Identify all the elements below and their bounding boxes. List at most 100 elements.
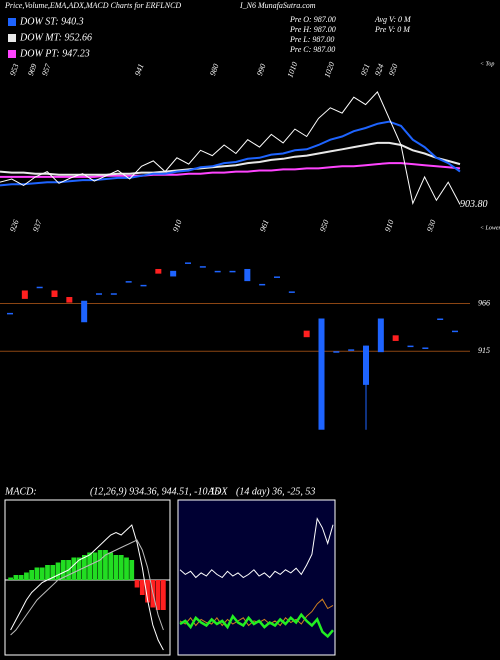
high-label: 990 — [255, 63, 268, 77]
high-label: 953 — [8, 63, 21, 77]
site-name: I_N6 MunafaSutra.com — [239, 1, 316, 10]
high-label: 924 — [373, 63, 386, 77]
high-label: 957 — [40, 62, 53, 77]
histogram-bar — [113, 555, 119, 580]
lower-marker: < Lower — [480, 225, 500, 231]
histogram-bar — [13, 575, 19, 580]
low-label: 910 — [171, 219, 184, 233]
volume-info: Pre V: 0 M — [374, 25, 411, 34]
histogram-bar — [160, 580, 166, 610]
candle-body — [36, 286, 43, 289]
candle-body — [155, 268, 162, 274]
low-label: 937 — [31, 218, 44, 233]
ohlc-info: Pre H: 987.00 — [289, 25, 336, 34]
macd-line — [10, 539, 164, 636]
legend-label: DOW ST: 940.3 — [19, 16, 84, 27]
level-label: 966 — [478, 298, 490, 307]
candle-body — [21, 290, 28, 299]
candle-body — [96, 293, 102, 295]
candle-body — [66, 297, 73, 303]
macd-params: (12,26,9) 934.36, 944.51, -10.15 — [90, 486, 220, 497]
price-line — [0, 91, 461, 206]
low-label: 930 — [425, 219, 438, 233]
level-label: 915 — [478, 346, 490, 355]
legend-swatch — [8, 18, 16, 26]
candle-body — [303, 330, 310, 338]
high-label: 969 — [26, 63, 39, 77]
histogram-bar — [39, 567, 45, 580]
histogram-bar — [103, 550, 108, 580]
ema-line — [0, 162, 461, 178]
adx-line — [179, 517, 334, 579]
candle-body — [110, 293, 117, 295]
histogram-bar — [55, 562, 61, 580]
legend-label: DOW PT: 947.23 — [19, 48, 90, 59]
candle-body — [452, 330, 458, 333]
macd-line — [10, 524, 164, 651]
ohlc-info: Pre C: 987.00 — [289, 45, 335, 54]
adx-params: (14 day) 36, -25, 53 — [236, 486, 315, 497]
histogram-bar — [129, 560, 135, 580]
histogram-bar — [45, 565, 50, 580]
top-marker: < Top — [480, 61, 494, 67]
high-label: 980 — [208, 63, 221, 77]
candle-body — [214, 270, 221, 273]
candle-body — [199, 266, 206, 268]
low-label: 961 — [258, 219, 271, 233]
histogram-bar — [50, 565, 56, 580]
ema-line — [0, 120, 461, 187]
candle-body — [125, 281, 132, 283]
candle-body — [437, 318, 444, 321]
candle-body — [274, 276, 280, 278]
high-label: 941 — [133, 63, 146, 77]
histogram-bar — [29, 570, 35, 580]
low-label: 950 — [318, 219, 331, 233]
low-label: 910 — [383, 219, 396, 233]
candle-body — [140, 284, 147, 287]
ema-line — [0, 141, 461, 176]
histogram-bar — [76, 557, 82, 580]
candle-body — [392, 335, 399, 341]
histogram-bar — [8, 577, 14, 580]
candle-body — [288, 291, 295, 293]
histogram-bar — [71, 557, 77, 580]
candle-body — [363, 345, 369, 385]
candle-body — [333, 351, 340, 353]
histogram-bar — [139, 580, 145, 595]
candle-body — [244, 268, 251, 282]
histogram-bar — [118, 555, 124, 580]
legend-swatch — [8, 34, 16, 42]
candle-body — [377, 318, 384, 353]
volume-info: Avg V: 0 M — [374, 15, 412, 24]
histogram-bar — [34, 567, 40, 580]
histogram-bar — [145, 580, 150, 603]
page-title: Price,Volume,EMA,ADX,MACD Charts for ERF… — [4, 1, 181, 10]
histogram-bar — [108, 552, 114, 580]
histogram-bar — [24, 572, 29, 580]
last-price: 903.80 — [460, 199, 488, 210]
histogram-bar — [60, 560, 66, 580]
macd-title: MACD: — [4, 486, 37, 497]
low-label: 926 — [8, 219, 21, 233]
high-label: 951 — [359, 63, 372, 77]
adx-line — [179, 612, 334, 639]
legend-label: DOW MT: 952.66 — [19, 32, 92, 43]
histogram-bar — [87, 552, 93, 580]
histogram-bar — [134, 580, 140, 588]
candle-body — [318, 318, 325, 430]
candle-body — [7, 312, 13, 315]
high-label: 950 — [387, 63, 400, 77]
histogram-bar — [97, 550, 103, 580]
histogram-bar — [124, 557, 129, 580]
candle-body — [259, 283, 266, 286]
candle-body — [348, 349, 355, 351]
candle-body — [81, 300, 88, 323]
histogram-bar — [155, 580, 161, 610]
candle-body — [422, 347, 429, 349]
candle-body — [51, 290, 58, 298]
ohlc-info: Pre O: 987.00 — [289, 15, 336, 24]
histogram-bar — [18, 575, 24, 580]
candle-body — [170, 270, 177, 277]
